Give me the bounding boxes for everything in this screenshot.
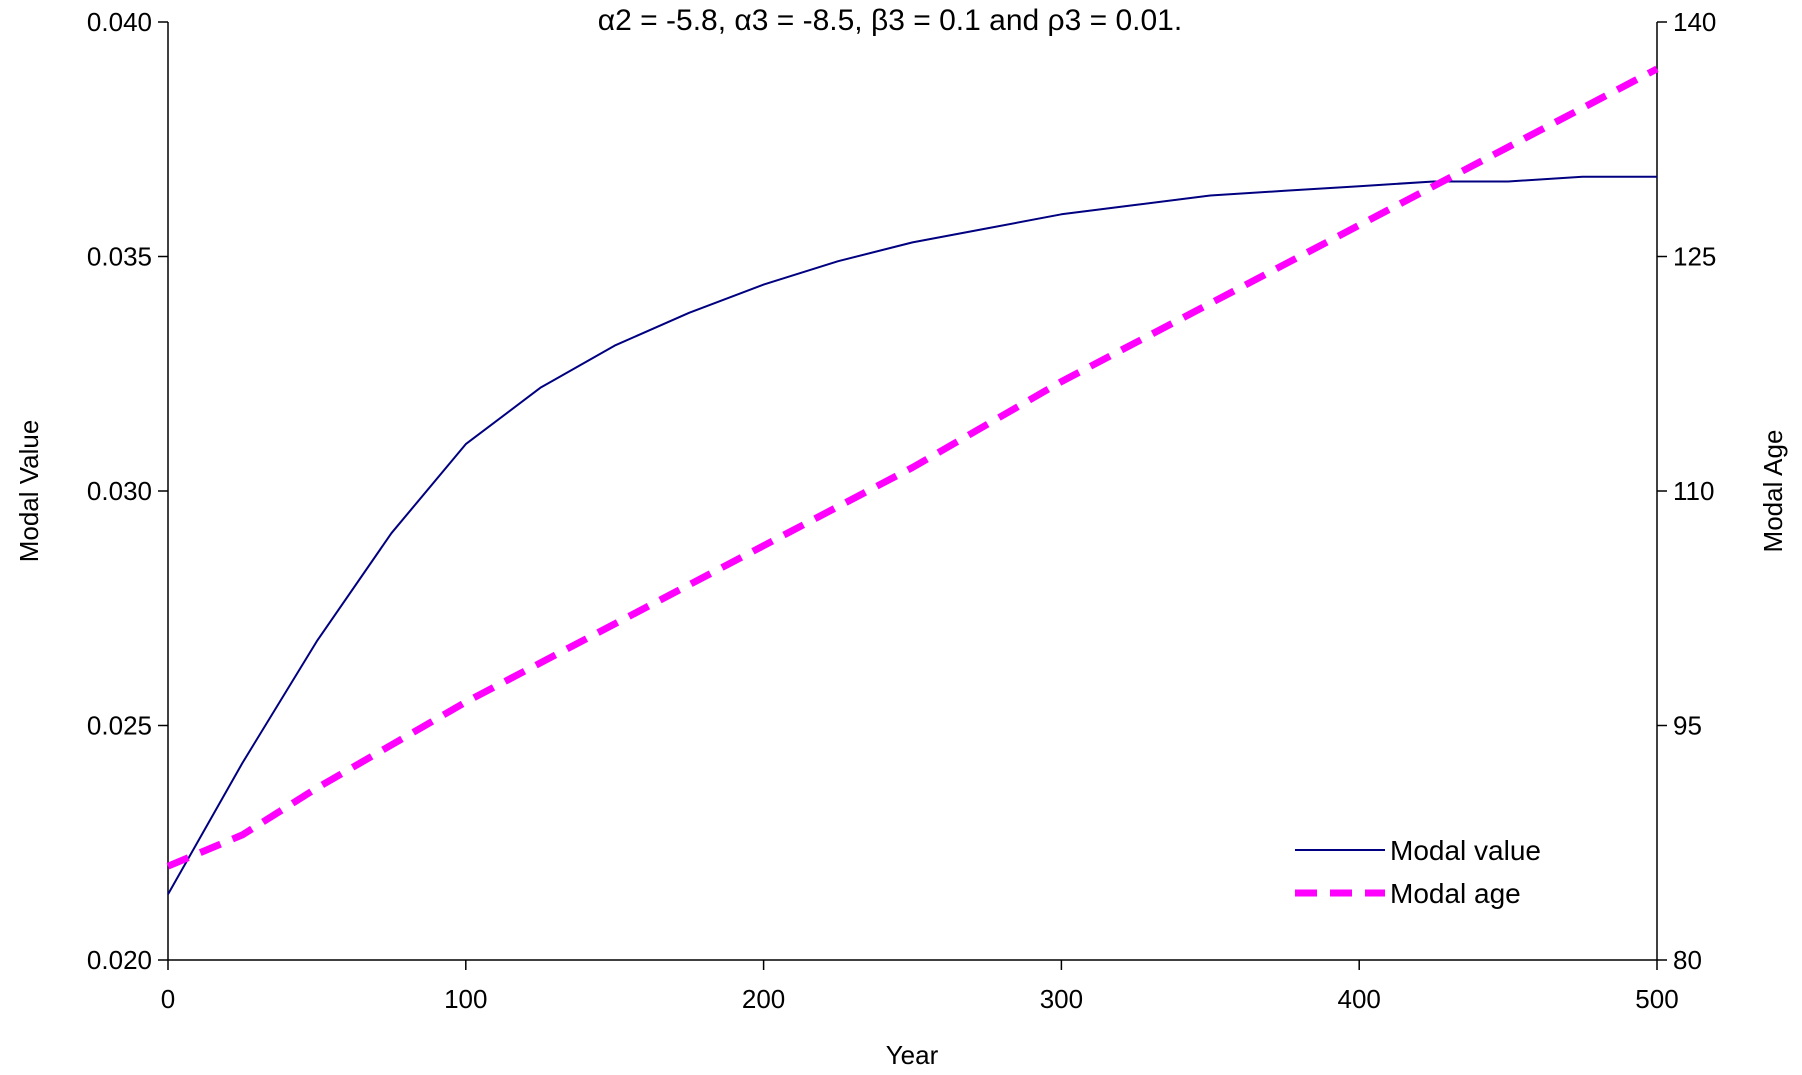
legend-label-modal-value: Modal value bbox=[1390, 835, 1541, 866]
x-tick-label: 400 bbox=[1338, 984, 1381, 1014]
y-axis-title: Modal Value bbox=[14, 420, 44, 563]
y-tick-label: 0.020 bbox=[87, 945, 152, 975]
x-tick-label: 0 bbox=[161, 984, 175, 1014]
series-line-modal-value bbox=[167, 175, 1657, 895]
y2-tick-label: 80 bbox=[1673, 945, 1702, 975]
y2-tick-label: 125 bbox=[1673, 242, 1716, 272]
y-tick-label: 0.025 bbox=[87, 711, 152, 741]
y2-tick-label: 140 bbox=[1673, 7, 1716, 37]
x-axis-title: Year bbox=[886, 1040, 939, 1070]
x-tick-label: 200 bbox=[742, 984, 785, 1014]
legend: Modal value Modal age bbox=[1295, 835, 1541, 909]
series-layer bbox=[166, 65, 1659, 895]
y2-axis-title: Modal Age bbox=[1758, 430, 1788, 553]
x-tick-label: 100 bbox=[444, 984, 487, 1014]
series-line-modal-age bbox=[166, 65, 1659, 870]
x-tick-label: 500 bbox=[1635, 984, 1678, 1014]
x-ticks: 0 100 200 300 400 500 bbox=[161, 960, 1679, 1014]
y-tick-label: 0.040 bbox=[87, 7, 152, 37]
chart-title: α2 = -5.8, α3 = -8.5, β3 = 0.1 and ρ3 = … bbox=[598, 4, 1182, 37]
y2-tick-label: 95 bbox=[1673, 711, 1702, 741]
legend-label-modal-age: Modal age bbox=[1390, 878, 1521, 909]
y2-tick-label: 110 bbox=[1673, 476, 1714, 506]
x-tick-label: 300 bbox=[1040, 984, 1083, 1014]
y2-ticks: 80 95 110 125 140 bbox=[1657, 7, 1716, 975]
y-tick-label: 0.035 bbox=[87, 242, 152, 272]
y-tick-label: 0.030 bbox=[87, 476, 152, 506]
y-ticks: 0.020 0.025 0.030 0.035 0.040 bbox=[87, 7, 168, 975]
